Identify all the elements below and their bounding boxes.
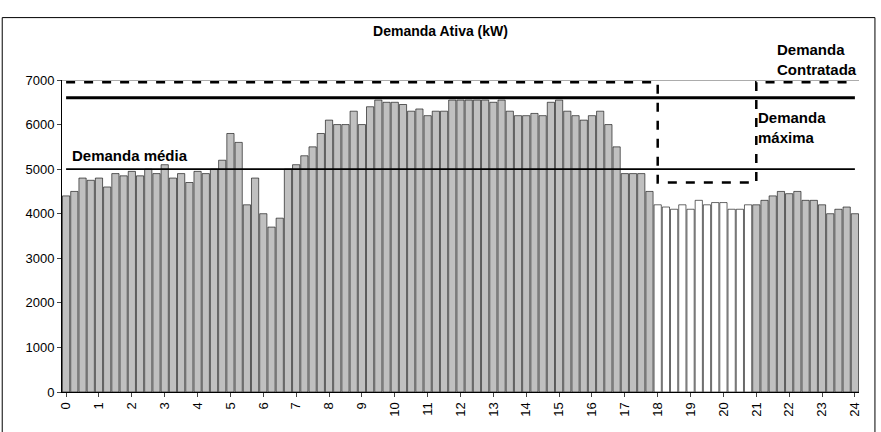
svg-text:12: 12 xyxy=(453,402,468,416)
svg-text:1: 1 xyxy=(91,402,106,409)
svg-text:7000: 7000 xyxy=(25,73,54,88)
svg-text:23: 23 xyxy=(814,402,829,416)
svg-text:13: 13 xyxy=(486,402,501,416)
svg-text:4000: 4000 xyxy=(25,206,54,221)
svg-text:18: 18 xyxy=(650,402,665,416)
svg-text:Demanda média: Demanda média xyxy=(72,147,188,164)
svg-text:Demanda Ativa (kW): Demanda Ativa (kW) xyxy=(373,23,508,39)
svg-text:5: 5 xyxy=(223,402,238,409)
svg-text:3000: 3000 xyxy=(25,251,54,266)
svg-text:14: 14 xyxy=(518,402,533,416)
svg-text:1000: 1000 xyxy=(25,340,54,355)
svg-text:3: 3 xyxy=(157,402,172,409)
svg-text:8: 8 xyxy=(321,402,336,409)
svg-text:0: 0 xyxy=(58,402,73,409)
svg-text:7: 7 xyxy=(288,402,303,409)
svg-text:17: 17 xyxy=(617,402,632,416)
svg-text:15: 15 xyxy=(551,402,566,416)
svg-text:21: 21 xyxy=(749,402,764,416)
svg-text:Demandamáxima: Demandamáxima xyxy=(758,109,826,146)
svg-text:5000: 5000 xyxy=(25,162,54,177)
svg-text:6: 6 xyxy=(256,402,271,409)
svg-text:22: 22 xyxy=(781,402,796,416)
svg-text:16: 16 xyxy=(584,402,599,416)
svg-text:4: 4 xyxy=(190,402,205,409)
svg-text:9: 9 xyxy=(354,402,369,409)
svg-text:DemandaContratada: DemandaContratada xyxy=(777,41,857,78)
svg-text:6000: 6000 xyxy=(25,117,54,132)
svg-text:24: 24 xyxy=(847,402,862,416)
svg-text:19: 19 xyxy=(683,402,698,416)
svg-text:10: 10 xyxy=(387,402,402,416)
svg-text:11: 11 xyxy=(420,402,435,416)
svg-text:20: 20 xyxy=(716,402,731,416)
svg-text:2000: 2000 xyxy=(25,295,54,310)
svg-text:2: 2 xyxy=(124,402,139,409)
svg-text:0: 0 xyxy=(47,385,54,400)
